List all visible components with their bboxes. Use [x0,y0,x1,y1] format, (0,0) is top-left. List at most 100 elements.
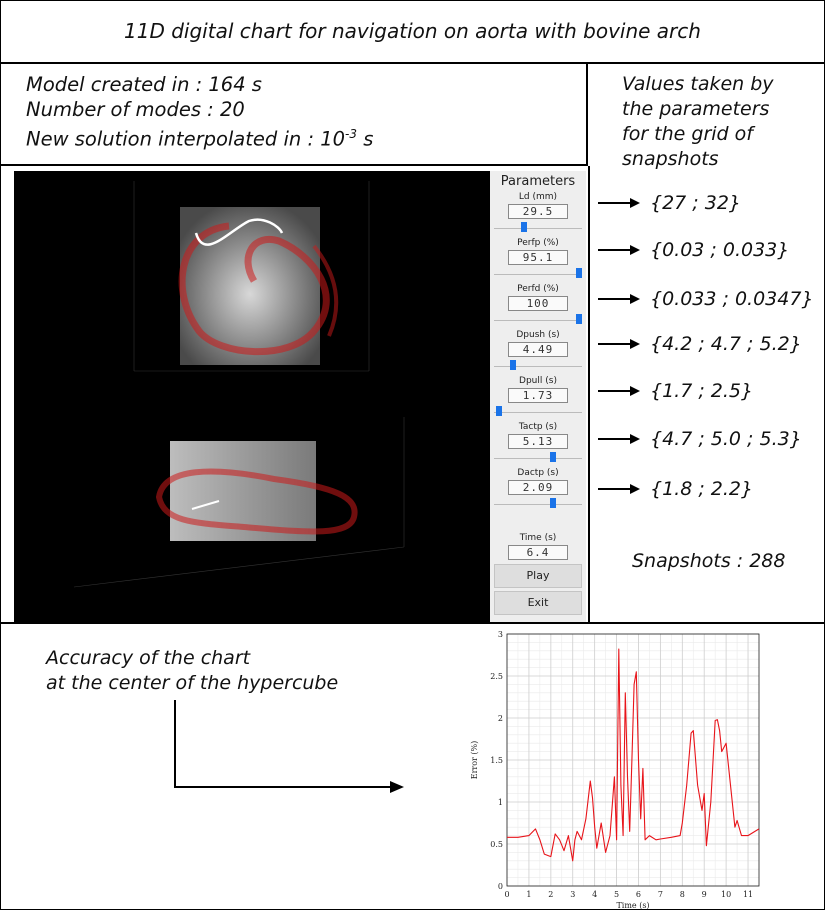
x-tick-label: 11 [743,890,753,899]
time-label: Time (s) [519,533,557,543]
value-row: {0.03 ; 0.033} [598,239,789,261]
values-title: Values taken by the parameters for the g… [622,72,774,172]
arrow-right-icon [598,293,640,305]
exit-button[interactable]: Exit [494,591,582,615]
value-text: {0.03 ; 0.033} [650,239,790,261]
simulation-app-window: Parameters Ld (mm) 29.5 Perfp (%) 95.1 Perfd… [14,171,586,622]
param-slider[interactable] [494,313,582,327]
param-label: Ld (mm) [518,192,558,202]
y-tick-label: 2.5 [490,672,503,681]
play-button[interactable]: Play [494,564,582,588]
param-value-display: 29.5 [508,204,568,219]
slider-thumb[interactable] [495,406,502,416]
slider-track [494,228,582,229]
value-row: {1.8 ; 2.2} [598,478,753,500]
y-tick-label: 1.5 [490,756,503,765]
param-slider[interactable] [494,221,582,235]
param-value-display: 5.13 [508,434,568,449]
values-title-line: Values taken by [622,73,774,95]
slider-track [494,458,582,459]
interpolation-time-text: New solution interpolated in : 10-3 s [26,122,586,152]
y-tick-label: 2 [498,714,503,723]
arrow-right-icon [390,781,404,793]
y-tick-label: 3 [498,630,503,639]
y-tick-label: 1 [498,798,503,807]
accuracy-caption-line: Accuracy of the chart [46,647,251,669]
elbow-arrow-horizontal [174,786,392,788]
param-value-display: 100 [508,296,568,311]
param-value-display: 1.73 [508,388,568,403]
values-title-line: snapshots [622,148,719,170]
value-row: {4.2 ; 4.7 ; 5.2} [598,333,802,355]
slider-thumb[interactable] [576,314,582,324]
arrow-right-icon [598,433,640,445]
slider-thumb[interactable] [549,498,556,508]
x-tick-label: 1 [526,890,531,899]
value-text: {1.8 ; 2.2} [650,478,754,500]
y-axis-label: Error (%) [470,741,479,780]
value-text: {1.7 ; 2.5} [650,380,754,402]
value-row: {1.7 ; 2.5} [598,380,753,402]
x-tick-label: 10 [721,890,731,899]
aorta-mesh [178,222,330,356]
param-slider[interactable] [494,405,582,419]
top-3d-viewport[interactable] [14,171,487,394]
param-slider[interactable] [494,359,582,373]
param-value-display: 2.09 [508,480,568,495]
y-tick-label: 0 [498,882,503,891]
slider-track [494,412,582,413]
parameters-panel: Parameters Ld (mm) 29.5 Perfp (%) 95.1 Perfd… [490,171,586,622]
interp-suffix: s [357,127,374,151]
arrow-right-icon [598,385,640,397]
top-3d-render [133,181,370,372]
bottom-3d-render [73,417,405,588]
slider-track [494,504,582,505]
number-of-modes-text: Number of modes : 20 [26,98,245,121]
x-tick-label: 8 [680,890,685,899]
param-label: Dactp (s) [517,468,559,478]
values-column: Values taken by the parameters for the g… [588,62,825,622]
param-value-display: 4.49 [508,342,568,357]
param-label: Dpull (s) [519,376,557,386]
bottom-3d-viewport[interactable] [14,397,487,622]
x-tick-label: 6 [636,890,641,899]
param-label: Perfd (%) [517,284,559,294]
accuracy-caption: Accuracy of the chart at the center of t… [46,646,338,696]
horizontal-divider [0,622,825,624]
arrow-right-icon [598,483,640,495]
slider-track [494,320,582,321]
x-tick-label: 5 [614,890,619,899]
x-tick-label: 2 [548,890,553,899]
arrow-right-icon [598,197,640,209]
values-title-line: for the grid of [622,123,753,145]
error-chart-svg: 0 1 2 3 4 5 6 7 8 9 10 11 0 0.5 1 1.5 2 2.5 3 Time (s) Error… [470,630,760,910]
value-row: {0.033 ; 0.0347} [598,288,814,310]
param-label: Tactp (s) [518,422,558,432]
param-slider[interactable] [494,451,582,465]
slider-thumb[interactable] [521,222,528,232]
elbow-arrow-vertical [174,700,176,788]
parameters-list: Ld (mm) 29.5 Perfp (%) 95.1 Perfd (%) 100 Dpus… [490,192,586,511]
error-chart: 0 1 2 3 4 5 6 7 8 9 10 11 0 0.5 1 1.5 2 2.5 3 Time (s) Error… [455,628,765,910]
aorta-mesh-side [155,468,358,535]
vertical-divider [588,166,590,622]
value-text: {27 ; 32} [650,192,742,214]
error-series-line [507,648,760,862]
time-display: 6.4 [508,545,568,560]
interp-prefix: New solution interpolated in : 10 [26,127,346,151]
arrow-right-icon [598,338,640,350]
snapshots-count: Snapshots : 288 [632,550,786,572]
slider-thumb[interactable] [510,360,517,370]
x-tick-label: 4 [592,890,597,899]
slider-thumb[interactable] [549,452,556,462]
x-tick-label: 9 [702,890,707,899]
value-text: {4.2 ; 4.7 ; 5.2} [650,333,802,355]
slider-thumb[interactable] [576,268,582,278]
param-slider[interactable] [494,267,582,281]
accuracy-caption-line: at the center of the hypercube [46,672,339,694]
arrow-right-icon [598,244,640,256]
slider-track [494,366,582,367]
plot-frame [506,633,760,887]
x-tick-label: 7 [658,890,663,899]
param-slider[interactable] [494,497,582,511]
